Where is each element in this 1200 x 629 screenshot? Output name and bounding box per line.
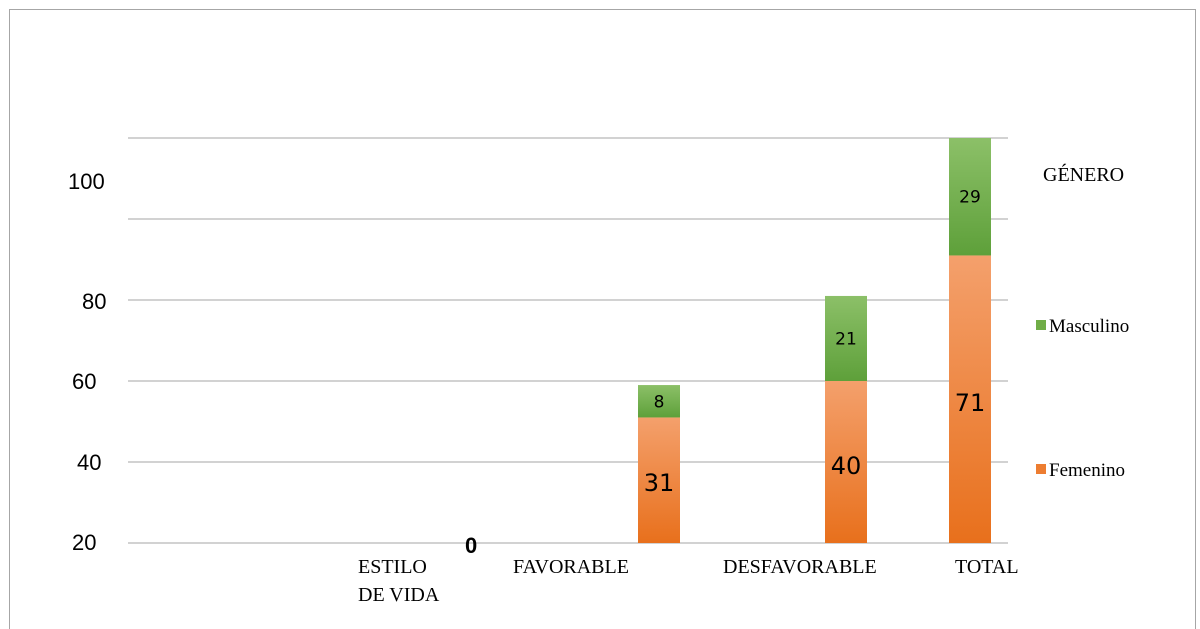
legend-label: Masculino <box>1049 316 1129 337</box>
x-axis-ticks: ESTILO DE VIDA FAVORABLE DESFAVORABLE TOTAL <box>358 556 1019 606</box>
bar-masculino <box>638 385 680 418</box>
y-tick-label: 80 <box>82 289 106 314</box>
bar-femenino <box>638 417 680 543</box>
legend-swatch <box>1036 320 1046 330</box>
legend: GÉNERO Masculino Femenino <box>1036 163 1129 481</box>
legend-label: Femenino <box>1049 460 1125 481</box>
data-label-masculino: 8 <box>654 392 665 412</box>
chart-frame <box>9 9 1196 629</box>
legend-swatch <box>1036 464 1046 474</box>
x-tick-label: DESFAVORABLE <box>723 556 877 578</box>
gridlines <box>128 137 1008 544</box>
bar-masculino <box>949 138 991 256</box>
data-label-masculino: 21 <box>835 329 857 349</box>
bar-femenino <box>825 381 867 543</box>
x-tick-label: DE VIDA <box>358 584 440 606</box>
legend-title: GÉNERO <box>1043 163 1124 186</box>
data-label-masculino: 29 <box>959 188 981 208</box>
data-label-femenino: 31 <box>644 469 675 497</box>
x-tick-label: TOTAL <box>955 556 1019 578</box>
y-tick-label: 40 <box>77 450 101 475</box>
y-tick-label: 60 <box>72 369 96 394</box>
data-label-femenino: 71 <box>955 389 986 417</box>
y-tick-label: 100 <box>68 169 105 194</box>
bars: 31 8 40 21 71 29 <box>638 138 991 543</box>
y-axis-ticks: 20 40 60 80 100 <box>68 169 106 555</box>
x-tick-label: FAVORABLE <box>513 556 629 578</box>
y-tick-label: 20 <box>72 530 96 555</box>
data-label-femenino: 40 <box>831 452 862 480</box>
x-tick-label: ESTILO <box>358 556 427 578</box>
zero-data-label: 0 <box>465 533 477 558</box>
bar-masculino <box>825 295 867 381</box>
bar-femenino <box>949 255 991 543</box>
